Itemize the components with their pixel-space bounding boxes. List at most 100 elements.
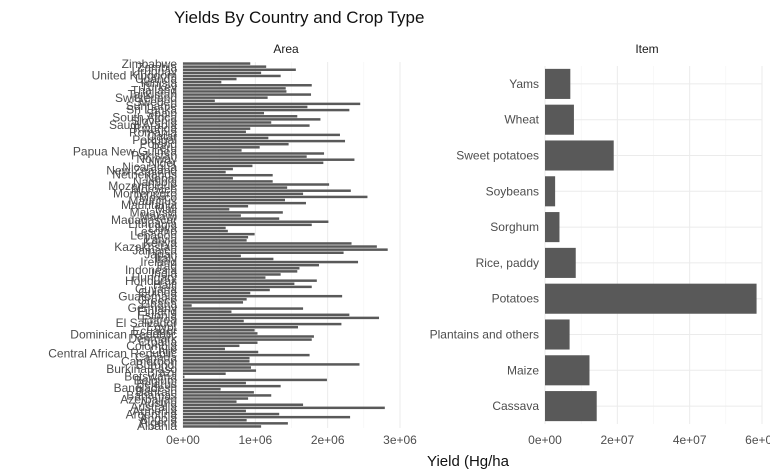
area-category-label: El Salvador [116, 316, 177, 330]
area-category-label: Saudi Arabia [109, 118, 177, 132]
area-bar [183, 195, 368, 199]
item-bar [545, 140, 614, 171]
area-bar [183, 316, 380, 320]
area-bar [183, 121, 272, 124]
area-bar [183, 68, 296, 71]
area-category-label: Mozambique [108, 179, 177, 193]
area-bar [183, 322, 342, 326]
area-category-label: New Zealand [106, 164, 177, 178]
area-category-label: Nicaragua [122, 160, 177, 174]
item-category-label: Yams [509, 77, 539, 91]
area-bar [183, 366, 251, 369]
area-category-label: Burkina Faso [106, 362, 177, 376]
item-x-tick-label: 0e+00 [528, 433, 562, 447]
area-category-label: Bahamas [126, 389, 177, 403]
item-bar [545, 68, 571, 99]
x-axis-title: Yield (Hg/ha [427, 453, 510, 470]
area-category-label: Sri Lanka [126, 103, 177, 117]
area-bar [183, 307, 304, 310]
area-bar [183, 149, 242, 152]
area-bar [183, 142, 289, 146]
panel-item-category-labels: Yams Wheat Sweet potatoes Soybeans Sorghum Ri… [430, 77, 540, 413]
area-category-label: Tajikistan [128, 87, 177, 101]
area-category-label: Azerbaijan [120, 392, 177, 406]
area-bar [183, 369, 257, 372]
area-category-label: Suriname [126, 99, 178, 113]
area-bar [183, 273, 281, 276]
area-bar [183, 356, 250, 360]
area-category-label: Mauritania [121, 198, 177, 212]
area-bar [183, 257, 274, 261]
panel-area-x-ticks: 0e+00 1e+06 2e+06 3e+06 [166, 433, 417, 447]
area-category-label: Mali [155, 202, 177, 216]
area-category-label: Argentina [126, 408, 178, 422]
area-category-label: Slovenia [131, 114, 177, 128]
area-category-label: Guinea [138, 286, 177, 300]
area-bar [183, 186, 288, 189]
area-bar [183, 419, 247, 422]
area-bar [183, 201, 306, 205]
area-bar [183, 279, 317, 282]
area-category-label: Kenya [143, 236, 177, 250]
area-category-label: Angola [140, 411, 178, 425]
area-category-label: Turkey [141, 80, 177, 94]
area-category-label: Central African Republic [48, 347, 177, 361]
area-bar [183, 282, 295, 286]
area-bar [183, 270, 298, 273]
area-bar [183, 232, 255, 236]
area-bar [183, 136, 269, 140]
area-bar [183, 375, 185, 379]
item-bar [545, 104, 574, 135]
area-bar [183, 99, 215, 103]
area-category-label: Uruguay [132, 65, 177, 79]
item-bar [545, 176, 556, 207]
area-category-label: Montenegro [113, 187, 177, 201]
area-bar [183, 412, 280, 416]
area-bar [183, 236, 249, 239]
item-bar [545, 319, 570, 350]
item-category-label: Rice, paddy [476, 256, 539, 270]
area-category-label: Ecuador [132, 324, 177, 338]
item-bar [545, 391, 597, 422]
panel-item-gridlines [544, 66, 763, 424]
area-bar [183, 260, 359, 264]
item-bar [545, 212, 560, 243]
area-bar [183, 263, 319, 267]
area-bar [183, 170, 226, 174]
area-bar [183, 226, 226, 230]
area-category-label: Jamaica [132, 244, 177, 258]
area-category-label: United Kingdom [92, 68, 177, 82]
area-bar [183, 344, 240, 348]
area-bar [183, 139, 346, 143]
area-bar [183, 124, 310, 127]
area-bar [183, 298, 247, 301]
area-bar [183, 394, 272, 397]
area-bar [183, 90, 287, 93]
area-bar [183, 152, 325, 155]
area-bar [183, 183, 330, 186]
area-bar [183, 372, 226, 375]
area-bar [183, 378, 327, 382]
area-bar [183, 87, 286, 90]
area-bar [183, 329, 255, 332]
area-bar [183, 391, 254, 394]
area-bar [183, 102, 361, 106]
area-bar [183, 127, 251, 130]
area-category-label: Uganda [135, 72, 177, 86]
area-bar [183, 239, 247, 242]
area-category-label: Kazakhstan [114, 240, 177, 254]
area-bar [183, 229, 228, 233]
area-bar [183, 245, 377, 248]
area-category-label: Rwanda [133, 122, 177, 136]
area-bar [183, 161, 324, 165]
area-category-label: Tunisia [139, 76, 178, 90]
area-category-label: Pakistan [131, 148, 177, 162]
area-bar [183, 167, 233, 171]
area-category-label: Libya [148, 221, 177, 235]
panel-item: Item Yams Wheat Sweet potatoes Soybeans Sorg… [430, 42, 770, 447]
area-category-label: Eritrea [142, 312, 178, 326]
area-bar [183, 347, 225, 351]
area-category-label: Switzerland [115, 91, 177, 105]
area-bar [183, 62, 251, 65]
